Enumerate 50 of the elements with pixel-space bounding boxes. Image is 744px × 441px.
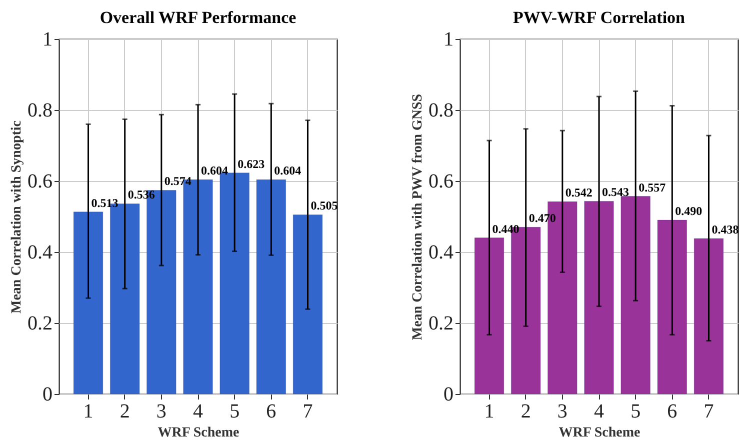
x-tick-label: 5 [230,400,240,422]
y-tick-label: 0.8 [28,100,52,122]
data-label: 0.557 [638,180,666,194]
x-tick-label: 3 [557,400,568,422]
y-axis-title: Mean Correlation with PWV from GNSS [410,94,426,340]
x-tick-label: 1 [83,400,94,422]
y-tick-label: 0.2 [428,312,454,334]
y-tick-label: 0.4 [28,242,52,264]
y-tick-label: 1 [444,28,454,50]
x-tick-label: 7 [704,400,714,422]
data-label: 0.542 [565,186,592,200]
x-tick-label: 2 [520,400,531,422]
data-label: 0.543 [602,185,629,200]
x-tick-label: 7 [302,400,313,422]
x-axis-title: WRF Scheme [158,426,240,440]
bar [657,220,687,394]
y-axis-title: Mean Correlation with Synoptic [10,120,24,314]
y-tick-label: 1 [42,28,52,50]
y-tick-label: 0 [42,384,52,406]
data-label: 0.604 [201,164,228,178]
data-label: 0.604 [274,164,302,178]
x-tick-label: 6 [266,400,276,422]
bar [292,214,323,394]
bar [584,201,614,394]
y-tick-label: 0.6 [28,170,52,192]
bar [620,196,650,394]
x-tick-label: 4 [193,400,203,422]
y-tick-label: 0 [444,384,454,406]
bar [73,212,104,394]
y-tick-label: 0.2 [28,312,52,334]
data-label: 0.623 [238,156,265,171]
chart-title: Overall WRF Performance [100,8,297,27]
x-tick-label: 5 [630,400,641,422]
bar [474,238,504,394]
data-label: 0.513 [91,196,118,210]
chart-title: PWV-WRF Correlation [512,8,686,27]
bar [694,238,724,394]
x-tick-label: 1 [484,400,494,422]
y-tick-label: 0.6 [428,170,454,192]
y-tick-label: 0.4 [428,242,454,264]
data-label: 0.490 [675,204,702,218]
x-tick-label: 3 [156,400,166,422]
x-tick-label: 6 [667,400,678,422]
x-axis-title: WRF Scheme [558,426,640,440]
x-tick-label: 2 [120,400,130,422]
data-label: 0.440 [492,222,520,236]
bar [256,179,286,394]
x-tick-label: 4 [594,400,604,422]
y-tick-label: 0.8 [428,100,454,122]
data-label: 0.574 [164,174,192,188]
